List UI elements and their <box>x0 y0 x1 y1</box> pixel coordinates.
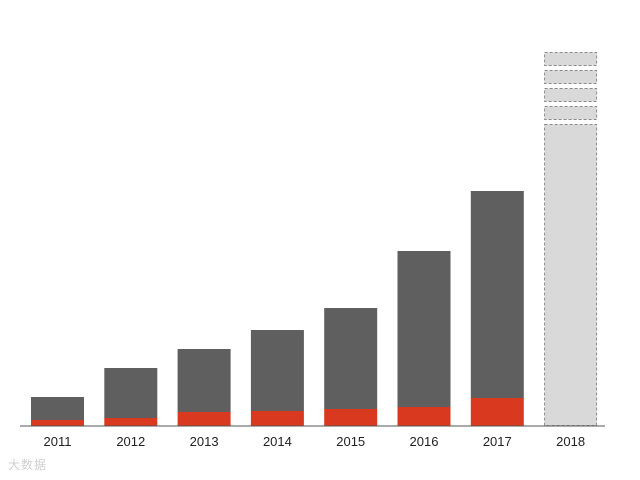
bar-2017-series-2 <box>470 191 524 398</box>
bar-2015-series-2 <box>324 308 378 409</box>
x-tick-label-2014: 2014 <box>263 434 292 449</box>
bar-2016-series-1 <box>397 407 451 426</box>
bar-2014-series-2 <box>250 330 304 411</box>
placeholder-segment-4 <box>544 70 598 84</box>
bar-2011-series-1 <box>31 420 84 426</box>
bar-2014-series-1 <box>250 411 304 426</box>
bars-group <box>31 52 598 426</box>
x-tick-label-2013: 2013 <box>190 434 219 449</box>
placeholder-segment-1 <box>544 124 598 426</box>
bar-2013-series-1 <box>177 412 231 426</box>
x-tick-label-2011: 2011 <box>44 434 72 449</box>
placeholder-segment-5 <box>544 52 598 66</box>
x-tick-label-2017: 2017 <box>483 434 512 449</box>
placeholder-segment-3 <box>544 88 598 102</box>
x-tick-label-2012: 2012 <box>116 434 145 449</box>
placeholder-segment-2 <box>544 106 598 120</box>
bar-2016-series-2 <box>397 251 451 407</box>
x-tick-label-2015: 2015 <box>336 434 365 449</box>
watermark: 大数据 <box>8 458 48 472</box>
bar-2012-series-1 <box>104 418 158 426</box>
bar-2012-series-2 <box>104 368 158 418</box>
bar-2013-series-2 <box>177 349 231 412</box>
bar-2017-series-1 <box>470 398 524 426</box>
x-tick-labels: 2011 2012 2013 2014 2015 2016 2017 2018 <box>44 434 586 449</box>
bar-2015-series-1 <box>324 409 378 426</box>
bar-2011-series-2 <box>31 397 84 420</box>
x-tick-label-2018: 2018 <box>556 434 585 449</box>
x-tick-label-2016: 2016 <box>410 434 439 449</box>
